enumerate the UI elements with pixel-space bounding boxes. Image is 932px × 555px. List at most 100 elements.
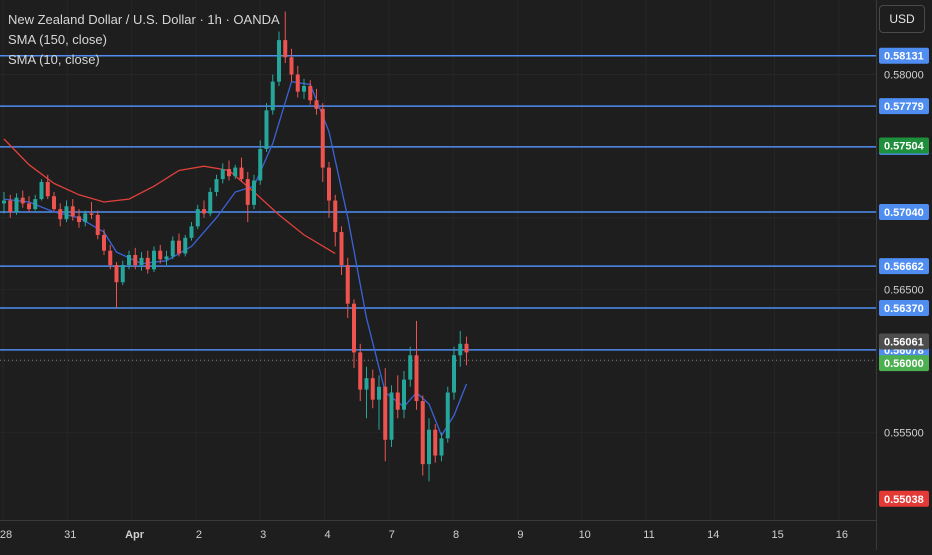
candle-body: [189, 226, 194, 238]
candle: [2, 191, 6, 214]
candle-body: [27, 203, 31, 210]
candle: [214, 174, 219, 197]
candle-body: [177, 240, 181, 254]
candle-body: [295, 74, 300, 92]
candle-body: [377, 386, 381, 400]
candle: [458, 330, 463, 367]
indicator-sma150-label[interactable]: SMA (150, close): [8, 32, 107, 47]
candle-body: [227, 169, 231, 177]
candle-body: [358, 352, 363, 390]
candle-body: [133, 254, 138, 266]
candle-body: [414, 355, 419, 402]
candle: [270, 74, 275, 115]
candle: [164, 250, 169, 266]
candle: [245, 171, 250, 223]
entry-tag[interactable]: 0.56000: [884, 358, 924, 370]
candle: [52, 191, 56, 213]
symbol-title[interactable]: New Zealand Dollar / U.S. Dollar · 1h · …: [8, 12, 280, 27]
candle: [114, 262, 119, 308]
time-tick-label: 4: [324, 529, 330, 541]
stop-loss-tag[interactable]: 0.55038: [884, 494, 924, 506]
last-price-tag-bg[interactable]: [879, 333, 929, 350]
candle: [345, 257, 350, 319]
time-tick-label: 9: [517, 529, 523, 541]
candle: [120, 260, 125, 286]
candle-body: [52, 196, 56, 210]
level-price-tag[interactable]: 0.56370: [884, 303, 924, 315]
candle-body: [352, 303, 356, 353]
grid: [0, 0, 876, 520]
candle: [277, 31, 281, 86]
candle-body: [158, 250, 163, 260]
time-tick-label: Apr: [125, 529, 145, 541]
candle-body: [214, 179, 219, 192]
candle: [308, 80, 313, 105]
candle-body: [270, 81, 275, 111]
candle: [364, 366, 369, 419]
level-price-tag-bg[interactable]: [879, 204, 929, 221]
horizontal-levels[interactable]: [0, 54, 876, 361]
entry-tag-bg[interactable]: [879, 355, 929, 372]
sma150-line: [3, 138, 336, 255]
time-tick-label: 8: [453, 529, 459, 541]
candle-body: [339, 232, 344, 266]
candle: [208, 187, 213, 217]
candle: [220, 163, 225, 184]
candle-body: [464, 343, 469, 353]
level-price-tag-bg[interactable]: [879, 299, 929, 316]
candle: [45, 174, 50, 200]
candle-body: [427, 429, 431, 465]
candle: [414, 320, 419, 410]
candle-body: [408, 355, 413, 380]
take-profit-tag[interactable]: 0.57504: [884, 141, 925, 153]
candle-body: [308, 85, 313, 101]
level-price-tag-bg[interactable]: [879, 98, 929, 115]
stop-loss-tag-bg[interactable]: [879, 490, 929, 507]
candle: [314, 88, 319, 115]
candle-body: [145, 257, 150, 270]
level-price-tag[interactable]: 0.56662: [884, 261, 924, 273]
level-price-tag[interactable]: 0.58131: [884, 51, 924, 63]
time-tick-label: 14: [707, 529, 719, 541]
candle: [408, 346, 413, 387]
chart-legend: New Zealand Dollar / U.S. Dollar · 1h · …: [8, 10, 280, 70]
time-tick-label: 7: [389, 529, 395, 541]
time-tick-label: 2: [196, 529, 202, 541]
candle: [27, 196, 31, 213]
last-price-tag[interactable]: 0.56061: [884, 337, 924, 349]
take-profit-tag-bg[interactable]: [879, 137, 929, 154]
candle-body: [395, 392, 400, 410]
candle-body: [402, 379, 406, 410]
candle: [39, 179, 44, 201]
level-price-tag[interactable]: 0.57779: [884, 101, 924, 113]
level-price-tag-bg[interactable]: [879, 258, 929, 275]
candle: [89, 201, 94, 220]
candle: [439, 432, 444, 462]
time-axis[interactable]: 28 31 Apr 2 3 4 7 8 9 10 11 14 15 16: [0, 529, 848, 541]
candle-body: [70, 206, 75, 217]
candle-body: [445, 392, 450, 439]
indicator-sma10-label[interactable]: SMA (10, close): [8, 52, 100, 67]
candle: [358, 343, 363, 402]
level-price-tag[interactable]: 0.57040: [884, 207, 924, 219]
candle: [283, 11, 288, 64]
candle: [70, 199, 75, 221]
candle-body: [264, 110, 269, 149]
candle-body: [95, 214, 100, 235]
candle: [58, 203, 63, 227]
candle-body: [327, 167, 331, 201]
currency-button[interactable]: USD: [879, 5, 925, 33]
level-price-tag-bg[interactable]: [879, 47, 929, 64]
candle: [258, 140, 263, 185]
price-axis[interactable]: 0.580000.565000.555000.581310.577790.574…: [877, 0, 932, 550]
candle-body: [170, 240, 175, 257]
candle: [233, 164, 238, 180]
candle: [83, 210, 88, 227]
candle-body: [289, 57, 294, 75]
candle-body: [233, 167, 238, 177]
candle-body: [45, 181, 50, 197]
time-tick-label: 16: [836, 529, 848, 541]
